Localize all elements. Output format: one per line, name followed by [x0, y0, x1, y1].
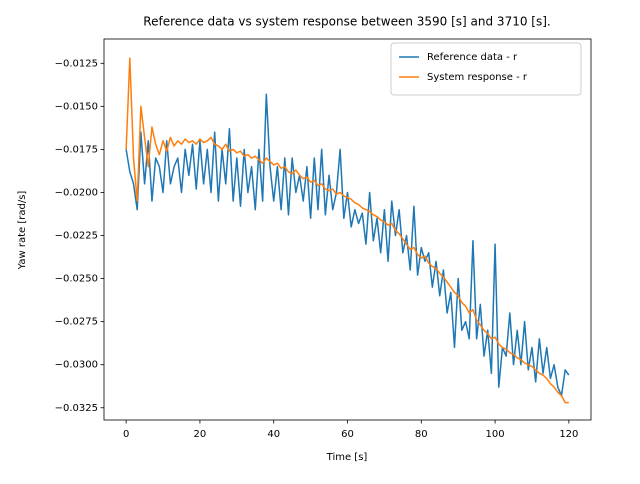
- y-tick-label: −0.0300: [55, 360, 98, 371]
- data-line: [125, 57, 569, 404]
- y-tick-label: −0.0200: [55, 187, 98, 198]
- legend-box: [390, 42, 582, 96]
- y-tick-label: −0.0275: [55, 317, 98, 328]
- y-tick-label: −0.0250: [55, 274, 98, 285]
- y-tick-label: −0.0225: [55, 231, 98, 242]
- x-tick-label: 100: [486, 429, 505, 440]
- x-tick-label: 0: [123, 429, 129, 440]
- x-axis-label: Time [s]: [326, 452, 368, 463]
- data-line: [125, 93, 570, 397]
- y-tick-label: −0.0325: [55, 403, 98, 414]
- x-tick-label: 20: [194, 429, 207, 440]
- y-tick-label: −0.0125: [55, 58, 98, 69]
- chart-title: Reference data vs system response betwee…: [143, 15, 550, 29]
- y-tick-label: −0.0150: [55, 101, 98, 112]
- x-tick-label: 80: [415, 429, 428, 440]
- legend-label: Reference data - r: [427, 52, 518, 63]
- x-tick-label: 120: [559, 429, 578, 440]
- y-axis-label: Yaw rate [rad/s]: [17, 191, 28, 271]
- y-tick-label: −0.0175: [55, 144, 98, 155]
- x-tick-label: 40: [267, 429, 280, 440]
- legend-label: System response - r: [427, 72, 528, 83]
- axes-frame: [103, 38, 592, 421]
- x-tick-label: 60: [341, 429, 354, 440]
